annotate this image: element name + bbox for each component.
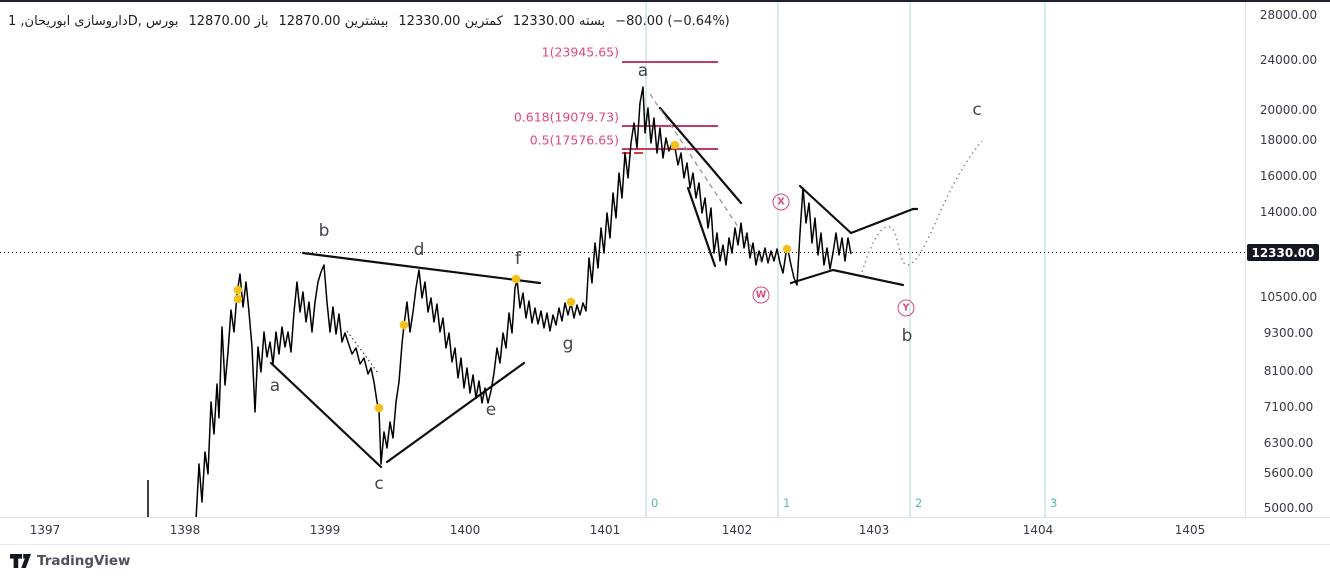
wave-group-marker-X[interactable]: X	[772, 193, 790, 211]
window-top-border	[0, 0, 1330, 2]
change-value: −80.00 (−0.64%)	[615, 14, 730, 29]
fib-level-label: 0.618(19079.73)	[513, 109, 619, 125]
time-axis-label: 1400	[449, 523, 481, 537]
trend-line[interactable]	[658, 106, 743, 205]
price-axis[interactable]: 28000.00 24000.00 20000.00 18000.00 16000.00…	[1245, 2, 1330, 517]
price-axis-label: 6300.00	[1263, 436, 1314, 450]
time-axis-label: 1403	[858, 523, 890, 537]
projection-curve[interactable]	[861, 140, 983, 273]
trend-line[interactable]	[301, 251, 542, 285]
time-axis-label: 1397	[29, 523, 61, 537]
price-series	[195, 86, 852, 519]
close-value: بسته 12330.00	[512, 14, 606, 29]
wave-label-b[interactable]: b	[901, 326, 913, 346]
event-marker-0[interactable]: 0	[651, 496, 659, 510]
time-axis-label: 1404	[1022, 523, 1054, 537]
pivot-dot[interactable]	[566, 297, 576, 307]
wave-group-marker-W[interactable]: W	[752, 286, 770, 304]
wave-group-marker-Y[interactable]: Y	[897, 299, 915, 317]
price-axis-label: 9300.00	[1263, 326, 1314, 340]
trend-line[interactable]	[789, 268, 905, 287]
time-axis-label: 1398	[169, 523, 201, 537]
price-axis-label: 14000.00	[1259, 205, 1318, 219]
price-axis-label: 8100.00	[1263, 364, 1314, 378]
wave-label-g[interactable]: g	[562, 334, 574, 354]
current-price-badge: 12330.00	[1247, 244, 1319, 261]
fib-level-label: 1(23945.65)	[541, 44, 619, 60]
dashed-trend-line[interactable]	[649, 93, 763, 264]
bottom-bar: TradingView	[0, 544, 1330, 579]
pivot-dot[interactable]	[511, 274, 521, 284]
open-value: باز 12870.00	[188, 14, 269, 29]
price-axis-label: 20000.00	[1259, 103, 1318, 117]
event-marker-3[interactable]: 3	[1050, 496, 1058, 510]
trend-line[interactable]	[798, 184, 919, 235]
time-axis-label: 1402	[721, 523, 753, 537]
wave-label-c[interactable]: c	[374, 474, 384, 494]
wave-label-c[interactable]: c	[972, 100, 982, 120]
time-axis-label: 1399	[309, 523, 341, 537]
trend-line[interactable]	[269, 361, 383, 469]
event-marker-1[interactable]: 1	[783, 496, 791, 510]
tradingview-logo-icon	[10, 554, 31, 568]
wave-label-d[interactable]: d	[413, 240, 425, 260]
price-chart-canvas[interactable]	[0, 0, 1245, 519]
event-marker-2[interactable]: 2	[915, 496, 923, 510]
time-axis-label: 1405	[1174, 523, 1206, 537]
pivot-dot[interactable]	[399, 320, 409, 330]
price-axis-label: 7100.00	[1263, 400, 1314, 414]
price-axis-label: 24000.00	[1259, 53, 1318, 67]
price-axis-label: 5600.00	[1263, 466, 1314, 480]
pivot-dot[interactable]	[374, 403, 384, 413]
wave-label-a[interactable]: a	[269, 376, 281, 396]
pivot-dot[interactable]	[233, 285, 243, 295]
tradingview-logo[interactable]: TradingView	[10, 553, 131, 569]
low-value: کمترین 12330.00	[398, 14, 503, 29]
price-axis-label: 5000.00	[1263, 501, 1314, 515]
price-axis-label: 16000.00	[1259, 169, 1318, 183]
pivot-dot[interactable]	[670, 140, 680, 150]
price-axis-label: 28000.00	[1259, 8, 1318, 22]
wave-label-f[interactable]: f	[515, 249, 521, 269]
trend-line[interactable]	[385, 361, 526, 464]
time-axis[interactable]: 1397 1398 1399 1400 1401 1402 1403 1404 1405	[0, 517, 1330, 545]
fib-level-label: 0.5(17576.65)	[529, 132, 619, 148]
wave-label-e[interactable]: e	[485, 400, 497, 420]
tradingview-logo-text: TradingView	[37, 553, 131, 569]
price-axis-label: 18000.00	[1259, 133, 1318, 147]
time-axis-label: 1401	[589, 523, 621, 537]
wave-label-b[interactable]: b	[318, 221, 330, 241]
symbol-title: داروسازی ابوریحان, 1D, بورس	[8, 14, 179, 29]
high-value: بیشترین 12870.00	[278, 14, 389, 29]
pivot-dot[interactable]	[233, 294, 243, 304]
trend-line[interactable]	[686, 186, 717, 268]
pivot-dot[interactable]	[782, 244, 792, 254]
chart-pane[interactable]: b d f a g a e c c b X W Y 1(23945.65) 0.618(19079.73) 0…	[0, 0, 1245, 519]
price-axis-label: 10500.00	[1259, 290, 1318, 304]
wave-label-a[interactable]: a	[637, 61, 649, 81]
symbol-legend[interactable]: داروسازی ابوریحان, 1D, بورس باز 12870.00…	[8, 14, 730, 29]
